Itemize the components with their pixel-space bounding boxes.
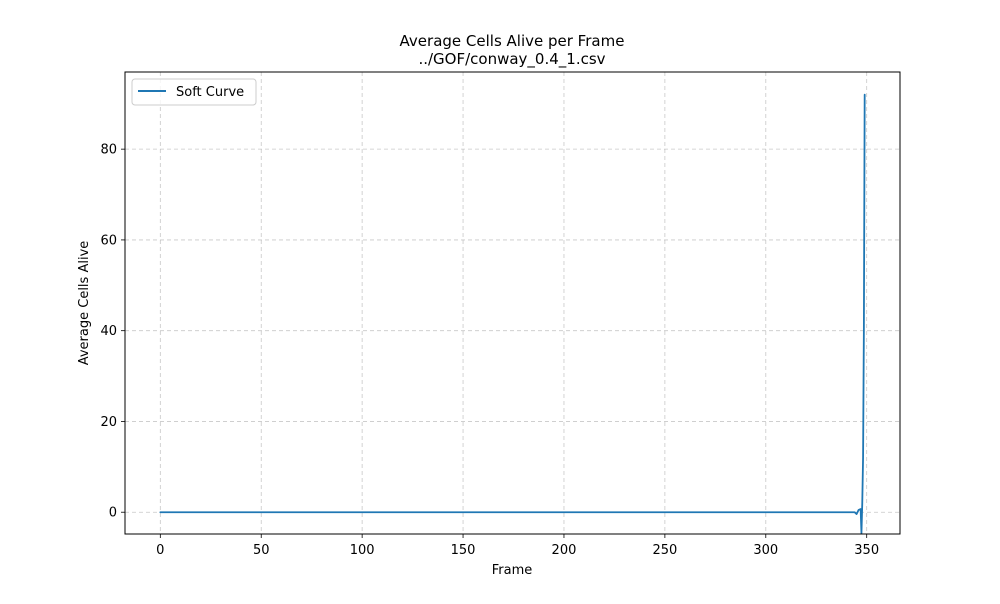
series-line-soft-curve xyxy=(159,93,866,534)
plot-frame xyxy=(124,71,901,535)
series-layer xyxy=(159,93,866,534)
y-tick-label: 80 xyxy=(100,143,117,158)
y-tick-label: 0 xyxy=(109,506,117,521)
x-tick-label: 100 xyxy=(350,543,375,558)
x-tick-label: 200 xyxy=(552,543,577,558)
x-tick-label: 50 xyxy=(253,543,270,558)
chart-subtitle: ../GOF/conway_0.4_1.csv xyxy=(418,50,605,69)
x-axis-label: Frame xyxy=(492,563,533,578)
y-axis-ticks: 0 20 40 60 80 xyxy=(100,143,125,521)
x-tick-label: 250 xyxy=(652,543,677,558)
y-tick-label: 20 xyxy=(100,415,117,430)
legend-label: Soft Curve xyxy=(176,85,244,100)
x-tick-label: 350 xyxy=(854,543,879,558)
chart-title: Average Cells Alive per Frame xyxy=(400,32,625,50)
x-tick-label: 300 xyxy=(753,543,778,558)
y-axis-label: Average Cells Alive xyxy=(77,241,92,366)
x-tick-label: 0 xyxy=(156,543,164,558)
y-tick-label: 40 xyxy=(100,324,117,339)
x-tick-label: 150 xyxy=(451,543,476,558)
y-tick-label: 60 xyxy=(100,233,117,248)
legend-box xyxy=(131,78,257,106)
x-axis-ticks: 0 50 100 150 200 250 300 350 xyxy=(156,534,879,558)
legend: Soft Curve xyxy=(131,78,257,106)
